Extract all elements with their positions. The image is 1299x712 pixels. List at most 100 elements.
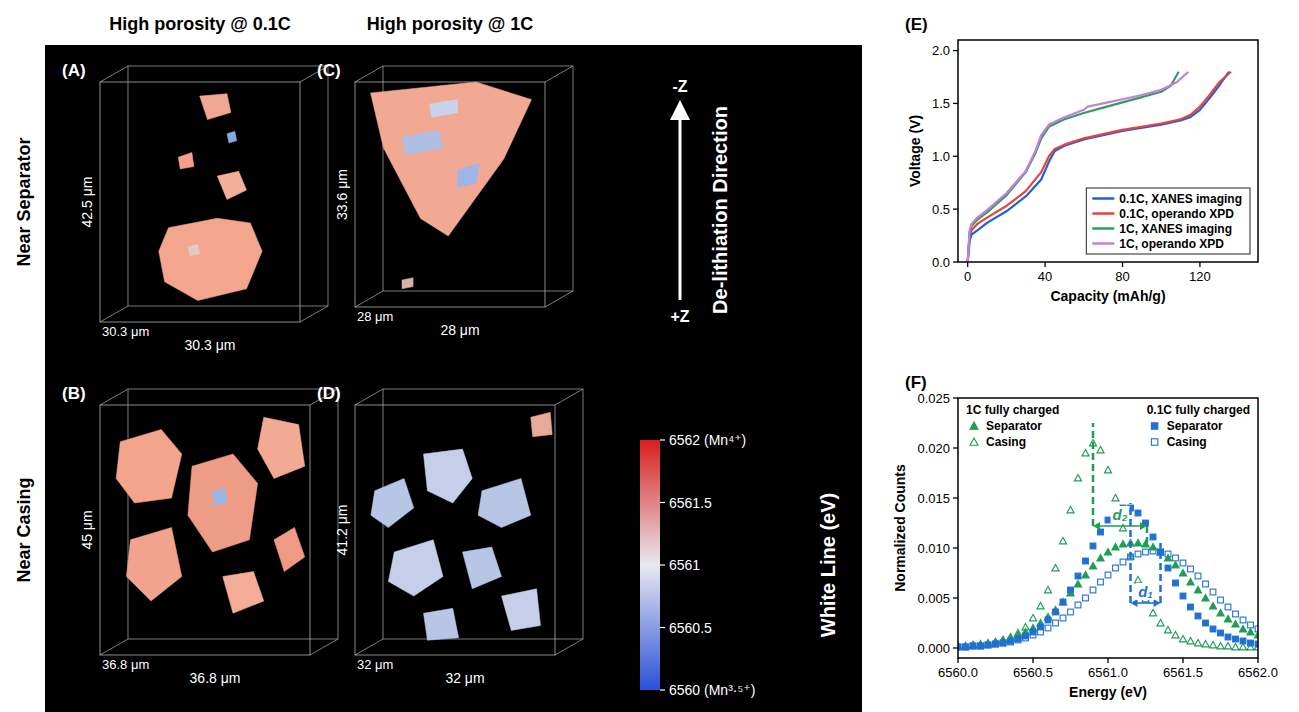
marker xyxy=(1232,620,1239,626)
marker xyxy=(1194,586,1201,592)
annotation-dash xyxy=(1129,503,1132,603)
marker xyxy=(1045,625,1051,631)
legend-title: 0.1C fully charged xyxy=(1147,403,1250,417)
marker xyxy=(1060,599,1066,605)
dimension-label: 36.8 μm xyxy=(190,670,241,686)
page-background xyxy=(0,0,1299,712)
marker xyxy=(970,643,976,649)
plot-background xyxy=(958,398,1258,658)
marker xyxy=(1112,543,1119,549)
y-tick-label: 0.010 xyxy=(917,541,950,556)
legend-label: Separator xyxy=(986,419,1042,433)
plot-frame xyxy=(958,40,1258,262)
dimension-label: 30.3 μm xyxy=(102,324,149,339)
y-tick-label: 0.5 xyxy=(932,202,950,217)
legend: 0.1C, XANES imaging0.1C, operando XPD1C,… xyxy=(1086,188,1250,254)
particle xyxy=(424,608,459,640)
image-panel xyxy=(355,389,583,655)
marker xyxy=(962,642,969,648)
marker xyxy=(1083,558,1089,564)
arrow-head xyxy=(1093,522,1100,530)
arrow-shaft xyxy=(679,116,682,300)
box-edge xyxy=(100,389,128,405)
dimension-label: 28 μm xyxy=(440,322,479,338)
colorbar xyxy=(640,440,660,690)
dimension-label: 28 μm xyxy=(357,309,393,324)
particle xyxy=(531,412,552,437)
marker xyxy=(1173,555,1179,561)
dimension-label: 36.8 μm xyxy=(102,657,149,672)
image-panel xyxy=(100,389,338,655)
plot-background xyxy=(958,40,1258,262)
particle xyxy=(463,547,502,589)
colorbar-tick-label: 6562 (Mn⁴⁺) xyxy=(669,432,746,448)
annotation-label: d₁ xyxy=(1138,583,1152,600)
particle xyxy=(188,244,200,256)
marker xyxy=(1082,449,1089,455)
marker xyxy=(1023,633,1029,639)
y-axis-title: Normalized Counts xyxy=(892,464,908,592)
marker xyxy=(1164,626,1171,632)
dimension-label: 45 μm xyxy=(79,510,95,549)
marker xyxy=(1180,560,1186,566)
marker xyxy=(1248,622,1254,628)
marker xyxy=(1172,631,1179,637)
plot-frame xyxy=(958,398,1258,658)
particle xyxy=(188,454,258,552)
marker xyxy=(1194,639,1201,645)
marker xyxy=(1180,593,1186,599)
marker xyxy=(1038,624,1044,630)
particle xyxy=(424,449,473,503)
marker xyxy=(962,642,969,648)
marker xyxy=(1210,626,1216,632)
plot-area xyxy=(958,439,1258,649)
marker xyxy=(1075,602,1081,608)
x-axis-title: Capacity (mAh/g) xyxy=(1050,288,1165,304)
x-tick-label: 40 xyxy=(1038,269,1052,284)
marker xyxy=(1172,561,1179,567)
particle xyxy=(159,218,262,300)
x-tick-label: 6560.5 xyxy=(1013,665,1053,680)
legend-label: 0.1C, XANES imaging xyxy=(1119,192,1242,206)
marker xyxy=(985,642,991,648)
marker xyxy=(1045,617,1051,623)
marker xyxy=(1248,640,1254,646)
marker xyxy=(1135,510,1141,516)
marker xyxy=(1179,569,1186,575)
particle xyxy=(223,572,264,614)
marker xyxy=(1044,586,1051,592)
colorbar-tick xyxy=(660,502,665,503)
marker xyxy=(1209,602,1216,608)
marker xyxy=(1000,640,1006,646)
marker xyxy=(1059,537,1066,543)
colorbar-tick xyxy=(660,689,665,690)
x-tick-label: 120 xyxy=(1189,269,1211,284)
marker xyxy=(1097,554,1104,560)
marker xyxy=(1105,572,1111,578)
legend-swatch xyxy=(1092,227,1114,230)
colorbar-tick-label: 6561.5 xyxy=(669,495,712,511)
marker xyxy=(1068,587,1074,593)
legend-label: 1C, operando XPD xyxy=(1119,237,1224,251)
colorbar-tick xyxy=(660,439,665,440)
box-edge xyxy=(100,66,128,82)
box-front xyxy=(355,405,555,655)
legend: 1C fully chargedSeparatorCasing xyxy=(966,403,1059,449)
panel-letter: (F) xyxy=(905,373,927,392)
legend-title: 1C fully charged xyxy=(966,403,1059,417)
marker xyxy=(1029,614,1036,620)
y-tick-label: 2.0 xyxy=(932,43,950,58)
marker xyxy=(978,643,984,649)
marker xyxy=(1217,609,1224,615)
marker xyxy=(1233,636,1239,642)
x-tick-label: 80 xyxy=(1115,269,1129,284)
legend-swatch xyxy=(1092,197,1114,200)
marker xyxy=(1143,549,1149,555)
legend-marker xyxy=(1151,439,1157,445)
marker xyxy=(1218,630,1224,636)
legend-marker xyxy=(970,422,978,429)
x-tick-label: 6561.0 xyxy=(1088,665,1128,680)
y-tick-label: 0.025 xyxy=(917,391,950,406)
marker xyxy=(1203,581,1209,587)
marker xyxy=(1067,506,1074,512)
